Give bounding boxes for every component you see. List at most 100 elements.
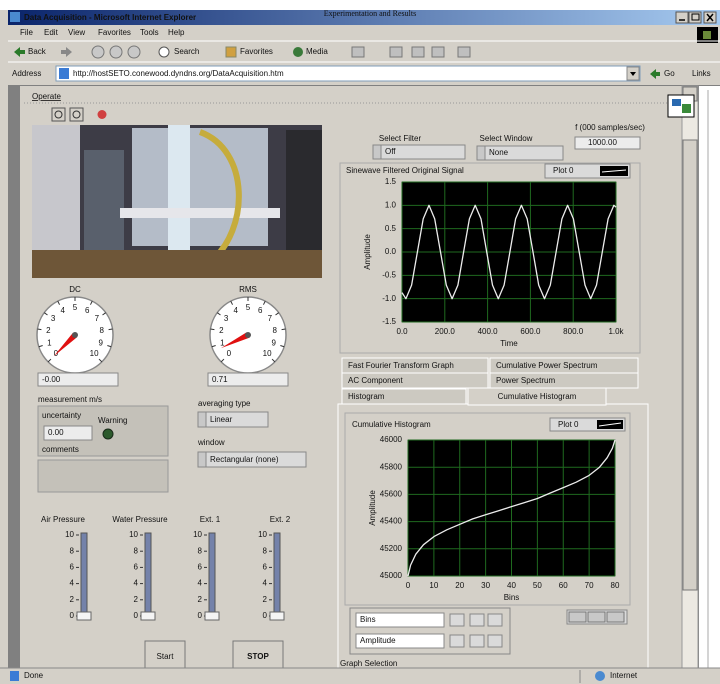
window-select-label: Select Window [480, 134, 533, 143]
window-title: Data Acquisition - Microsoft Internet Ex… [24, 13, 196, 22]
y-tick-label: 45600 [380, 490, 403, 499]
toolbar-icon[interactable] [128, 46, 140, 58]
averaging-ring[interactable] [198, 412, 268, 427]
search-icon[interactable] [159, 47, 169, 57]
cursor-button[interactable] [450, 635, 464, 647]
scrollbar-thumb[interactable] [683, 140, 697, 590]
panel-menu[interactable]: Operate [32, 92, 61, 101]
palette-button[interactable] [569, 612, 586, 622]
cursor-button[interactable] [470, 635, 484, 647]
comments-box[interactable] [38, 460, 168, 492]
stop-label: STOP [247, 652, 269, 661]
gauge-tick-label: 2 [219, 326, 224, 335]
cursor-button[interactable] [488, 614, 502, 626]
slider-tick-label: 10 [65, 530, 74, 539]
averaging-label: averaging type [198, 399, 251, 408]
toolbar-icon[interactable] [458, 47, 470, 57]
x-tick-label: 30 [481, 581, 490, 590]
address-label: Address [12, 69, 41, 78]
window-label: window [197, 438, 225, 447]
y-tick-label: -1.0 [382, 294, 396, 303]
go-button[interactable]: Go [664, 69, 675, 78]
cursor-button[interactable] [470, 614, 484, 626]
run-button[interactable] [52, 108, 65, 121]
toolbar-icon[interactable] [110, 46, 122, 58]
slider-track [145, 533, 151, 620]
gauge-tick [37, 329, 41, 330]
favorites-icon[interactable] [226, 47, 236, 57]
image-bench [32, 250, 322, 278]
address-url: http://hostSETO.conewood.dyndns.org/Data… [73, 69, 284, 78]
toolbar-icon[interactable] [432, 47, 444, 57]
x-tick-label: 200.0 [435, 327, 456, 336]
toolbar-icon[interactable] [352, 47, 364, 57]
window-select-value: None [489, 148, 509, 157]
graph-title: Sinewave Filtered Original Signal [346, 166, 464, 175]
filter-label: Select Filter [379, 134, 422, 143]
slider-tick-label: 6 [134, 563, 139, 572]
gauge-readout-value: 0.71 [212, 375, 228, 384]
menu-item[interactable]: Edit [44, 28, 59, 37]
slider-tick-label: 2 [134, 595, 139, 604]
plot-legend-label: Plot 0 [553, 166, 574, 175]
slider-tick-label: 0 [134, 611, 139, 620]
gauge-tick [109, 329, 113, 330]
uncertainty-label: uncertainty [42, 411, 81, 420]
menu-item[interactable]: Favorites [98, 28, 131, 37]
toolbar-button[interactable]: Media [306, 47, 328, 56]
slider-tick-label: 8 [263, 546, 268, 555]
screenshot: Data Acquisition - Microsoft Internet Ex… [0, 0, 720, 684]
menu-item[interactable]: Tools [140, 28, 159, 37]
gauge-hub [72, 332, 78, 338]
slider-tick-label: 2 [198, 595, 203, 604]
graph-selection-label: Graph Selection [340, 659, 397, 668]
toolbar-button[interactable]: Search [174, 47, 199, 56]
toolbar-icon[interactable] [92, 46, 104, 58]
menu-item[interactable]: Help [168, 28, 185, 37]
x-axis-label: Time [500, 339, 518, 348]
links-button[interactable]: Links [692, 69, 711, 78]
toolbar-icon[interactable] [412, 47, 424, 57]
abort-button[interactable] [98, 110, 107, 119]
measurement-label: measurement m/s [38, 395, 102, 404]
y-tick-label: 1.0 [385, 200, 397, 209]
ie-icon [10, 12, 20, 22]
run-continuous-button[interactable] [70, 108, 83, 121]
slider-thumb[interactable] [77, 612, 91, 620]
x-axis-label: Bins [504, 593, 520, 602]
ring-arrows [373, 145, 381, 159]
slider-track [209, 533, 215, 620]
slider-thumb[interactable] [205, 612, 219, 620]
media-icon[interactable] [293, 47, 303, 57]
slider-tick-label: 8 [198, 546, 203, 555]
y-tick-label: 1.5 [385, 177, 397, 186]
menu-item[interactable]: View [68, 28, 85, 37]
page-icon [59, 68, 69, 79]
ring-arrows [477, 146, 485, 160]
slider-tick-label: 8 [134, 546, 139, 555]
menu-item[interactable]: File [20, 28, 33, 37]
toolbar-icon[interactable] [390, 47, 402, 57]
image-plate [120, 208, 280, 218]
gauge-tick-label: 2 [46, 326, 51, 335]
slider-thumb[interactable] [141, 612, 155, 620]
slider-label: Air Pressure [41, 515, 86, 524]
slider-thumb[interactable] [270, 612, 284, 620]
gauge-tick [210, 329, 214, 330]
gauge-tick-label: 3 [51, 314, 56, 323]
toolbar-button[interactable]: Favorites [240, 47, 273, 56]
cursor-button[interactable] [488, 635, 502, 647]
y-axis-label: Amplitude [368, 490, 377, 526]
x-tick-label: 800.0 [563, 327, 584, 336]
minimize-button[interactable] [676, 12, 688, 23]
ring-arrows [198, 452, 206, 467]
cursor-button[interactable] [450, 614, 464, 626]
gauge-tick-label: 5 [246, 303, 251, 312]
side-pane [699, 86, 720, 668]
gauge-readout-value: -0.00 [42, 375, 61, 384]
toolbar-button[interactable]: Back [28, 47, 47, 56]
slider-tick-label: 2 [263, 595, 268, 604]
filter-value: Off [385, 147, 396, 156]
palette-button[interactable] [607, 612, 624, 622]
palette-button[interactable] [588, 612, 605, 622]
